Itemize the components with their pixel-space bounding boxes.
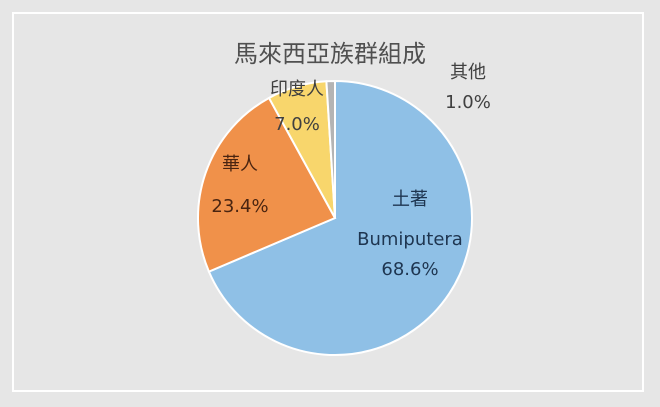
slice-value-label-1: 23.4%	[211, 196, 268, 217]
slice-value-label-3: 1.0%	[445, 92, 491, 113]
chart-title: 馬來西亞族群組成	[234, 40, 426, 68]
pie-slice-3	[325, 79, 336, 219]
slice-label-0: 土著	[392, 189, 428, 210]
slice-label-3: 其他	[450, 62, 486, 83]
chart-frame	[12, 12, 644, 392]
slice-value-label-2: 7.0%	[274, 114, 320, 135]
pie-slice-1	[197, 96, 337, 273]
slice-value-label-0: 68.6%	[381, 259, 438, 280]
slice-sublabel-0: Bumiputera	[357, 229, 463, 250]
slice-label-1: 華人	[222, 154, 258, 175]
slice-label-2: 印度人	[270, 79, 324, 100]
pie-slice-0	[207, 79, 473, 356]
